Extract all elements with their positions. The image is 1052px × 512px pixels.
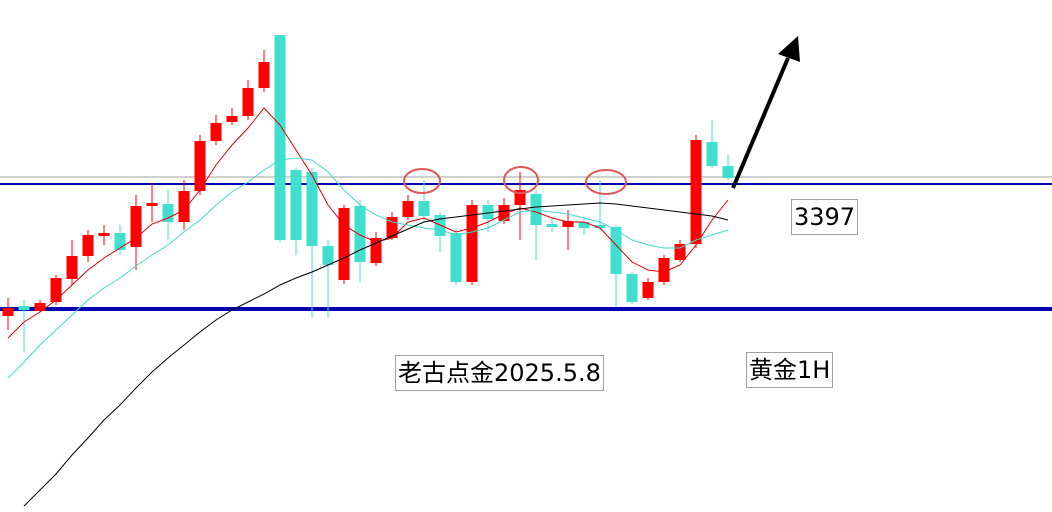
highlight-ellipse [585, 169, 627, 195]
candle-body [306, 172, 318, 246]
candle-body [178, 191, 190, 222]
author-label: 老古点金2025.5.8 [395, 355, 604, 391]
candle-body [594, 225, 606, 228]
candle-body [690, 140, 702, 244]
instrument-label: 黄金1H [746, 352, 834, 388]
candle-body [578, 222, 590, 228]
candle-body [514, 190, 526, 205]
highlight-ellipse [503, 166, 539, 194]
candle-body [146, 203, 158, 206]
candle-body [706, 142, 718, 166]
arrow-head [778, 36, 800, 62]
candle-body [258, 62, 270, 88]
candle-body [162, 204, 174, 222]
candle-body [114, 233, 126, 250]
candle-body [322, 246, 334, 265]
candle-body [242, 88, 254, 116]
candle-body [610, 227, 622, 274]
candle-body [658, 258, 670, 282]
candle-body [66, 256, 78, 279]
candle-body [82, 235, 94, 256]
candle-body [2, 308, 14, 316]
candle-body [674, 244, 686, 260]
candle-body [338, 208, 350, 280]
candle-body [722, 166, 734, 178]
candle-body [194, 141, 206, 191]
candle-body [386, 217, 398, 238]
candle-body [482, 205, 494, 219]
candle-body [130, 206, 142, 247]
candle-body [418, 201, 430, 216]
candle-body [466, 205, 478, 282]
candle-body [274, 35, 286, 240]
candle-body [370, 238, 382, 263]
candle-body [226, 116, 238, 122]
candle-body [34, 303, 46, 311]
candle-body [18, 306, 30, 310]
highlight-ellipse [403, 168, 441, 194]
candle-body [546, 224, 558, 227]
annotations [403, 36, 800, 195]
price-label: 3397 [791, 199, 859, 235]
moving-average [7, 107, 729, 339]
candle-body [626, 274, 638, 302]
candle-body [402, 201, 414, 217]
candle-body [450, 233, 462, 282]
candle-body [98, 233, 110, 236]
candle-body [562, 221, 574, 227]
moving-average [7, 157, 729, 379]
candle-body [354, 206, 366, 262]
moving-average [23, 202, 729, 507]
candle-body [642, 282, 654, 298]
candle-body [210, 123, 222, 141]
candle-body [498, 205, 510, 221]
candle-body [50, 278, 62, 302]
candle-body [290, 170, 302, 240]
arrow-shaft [731, 57, 790, 189]
